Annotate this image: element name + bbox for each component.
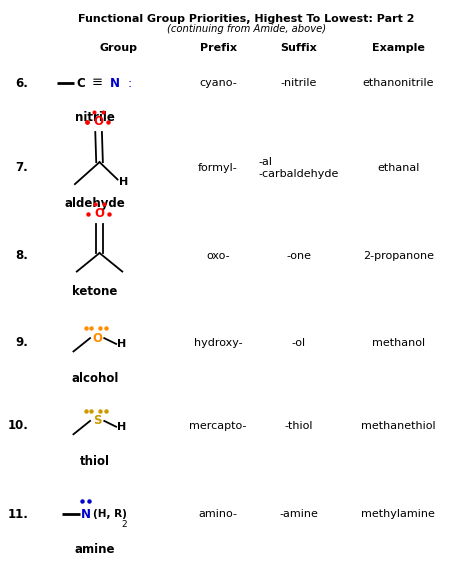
Text: -ol: -ol (292, 338, 306, 348)
Text: Functional Group Priorities, Highest To Lowest: Part 2: Functional Group Priorities, Highest To … (78, 14, 415, 24)
Text: methanethiol: methanethiol (361, 420, 436, 431)
Text: H: H (117, 339, 127, 349)
Text: C: C (76, 77, 85, 90)
Text: mercapto-: mercapto- (189, 420, 247, 431)
Text: oxo-: oxo- (206, 251, 230, 261)
Text: 9.: 9. (16, 336, 28, 349)
Text: 11.: 11. (8, 508, 28, 521)
Text: 2: 2 (122, 520, 128, 529)
Text: -al
-carbaldehyde: -al -carbaldehyde (258, 157, 339, 179)
Text: -nitrile: -nitrile (281, 78, 317, 89)
Text: H: H (118, 177, 128, 188)
Text: O: O (94, 207, 105, 220)
Text: S: S (93, 415, 101, 427)
Text: 2-propanone: 2-propanone (363, 251, 434, 261)
Text: N: N (110, 77, 120, 90)
Text: nitrile: nitrile (75, 111, 115, 124)
Text: cyano-: cyano- (199, 78, 237, 89)
Text: 10.: 10. (8, 419, 28, 432)
Text: Prefix: Prefix (200, 43, 237, 53)
Text: methylamine: methylamine (361, 509, 435, 519)
Text: (continuing from Amide, above): (continuing from Amide, above) (167, 24, 326, 34)
Text: (H, R): (H, R) (93, 509, 127, 519)
Text: -one: -one (286, 251, 311, 261)
Text: Group: Group (100, 43, 137, 53)
Text: amino-: amino- (199, 509, 237, 519)
Text: O: O (93, 115, 104, 128)
Text: Suffix: Suffix (280, 43, 317, 53)
Text: Example: Example (372, 43, 425, 53)
Text: -thiol: -thiol (284, 420, 313, 431)
Text: hydroxy-: hydroxy- (194, 338, 242, 348)
Text: 8.: 8. (16, 250, 28, 262)
Text: ethanal: ethanal (377, 163, 419, 173)
Text: alcohol: alcohol (71, 372, 118, 384)
Text: methanol: methanol (372, 338, 425, 348)
Text: 6.: 6. (16, 77, 28, 90)
Text: ≡: ≡ (91, 76, 103, 89)
Text: ethanonitrile: ethanonitrile (363, 78, 434, 89)
Text: H: H (117, 422, 127, 432)
Text: thiol: thiol (80, 455, 110, 467)
Text: aldehyde: aldehyde (64, 197, 125, 210)
Text: N: N (81, 508, 91, 521)
Text: -amine: -amine (279, 509, 318, 519)
Text: ketone: ketone (72, 285, 118, 298)
Text: 7.: 7. (16, 162, 28, 174)
Text: O: O (92, 332, 102, 345)
Text: :: : (128, 77, 131, 90)
Text: formyl-: formyl- (198, 163, 238, 173)
Text: amine: amine (74, 543, 115, 555)
